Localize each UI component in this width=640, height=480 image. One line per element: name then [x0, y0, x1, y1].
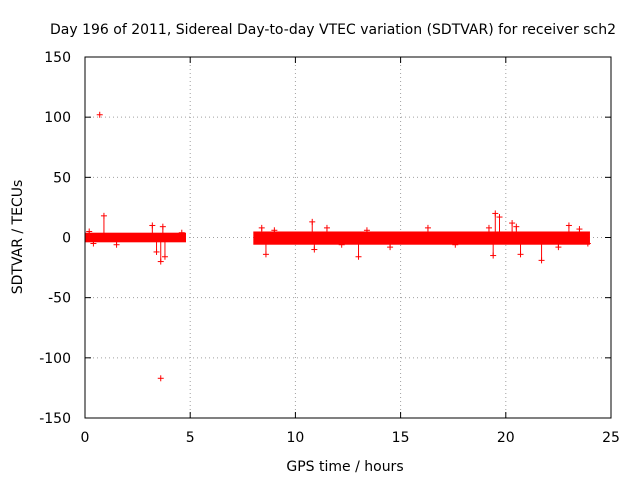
data-point [565, 222, 572, 229]
data-point [262, 251, 269, 258]
y-tick-label: -100 [39, 351, 71, 367]
y-tick-label: 0 [62, 231, 71, 247]
data-band [253, 231, 590, 245]
data-point [178, 229, 185, 236]
plot-frame [84, 56, 612, 419]
data-point [113, 241, 120, 248]
data-point [161, 253, 168, 260]
data-point [153, 248, 160, 255]
data-point [509, 220, 516, 227]
data-point [517, 251, 524, 258]
data-point [513, 223, 520, 230]
data-point [555, 244, 562, 251]
outlier-point [96, 111, 103, 118]
data-point [424, 224, 431, 231]
x-tick-label: 15 [392, 430, 410, 446]
x-tick-label: 20 [497, 430, 515, 446]
data-points [86, 111, 591, 382]
data-point [496, 214, 503, 221]
x-tick-label: 25 [602, 430, 620, 446]
data-band [85, 232, 186, 243]
outlier-point [157, 375, 164, 382]
x-axis-label: GPS time / hours [286, 459, 403, 475]
x-tick-label: 10 [286, 430, 304, 446]
data-point [86, 228, 93, 235]
data-point [492, 210, 499, 217]
data-point [90, 240, 97, 247]
data-point [490, 252, 497, 259]
tick-labels: 0 5 10 15 20 25 150 100 50 0 -50 -100 -150 [39, 50, 620, 446]
data-point [323, 224, 330, 231]
data-point [271, 227, 278, 234]
data-point [576, 226, 583, 233]
y-tick-label: -50 [48, 291, 71, 307]
data-point [311, 246, 318, 253]
data-point [100, 212, 107, 219]
x-tick-label: 5 [186, 430, 195, 446]
data-point [584, 240, 591, 247]
chart-title: Day 196 of 2011, Sidereal Day-to-day VTE… [50, 22, 616, 38]
data-point [452, 241, 459, 248]
data-point [538, 257, 545, 264]
y-axis-label: SDTVAR / TECUs [10, 180, 26, 295]
data-point [485, 224, 492, 231]
data-point [159, 223, 166, 230]
data-point [355, 253, 362, 260]
data-bands [85, 231, 590, 245]
y-tick-label: -150 [39, 411, 71, 427]
data-point [149, 222, 156, 229]
data-point [338, 241, 345, 248]
data-point [157, 258, 164, 265]
data-point [363, 227, 370, 234]
y-tick-label: 100 [44, 110, 71, 126]
y-tick-label: 150 [44, 50, 71, 66]
x-tick-label: 0 [81, 430, 90, 446]
data-point [309, 218, 316, 225]
y-tick-label: 50 [53, 170, 71, 186]
data-point [387, 244, 394, 251]
data-point [258, 224, 265, 231]
